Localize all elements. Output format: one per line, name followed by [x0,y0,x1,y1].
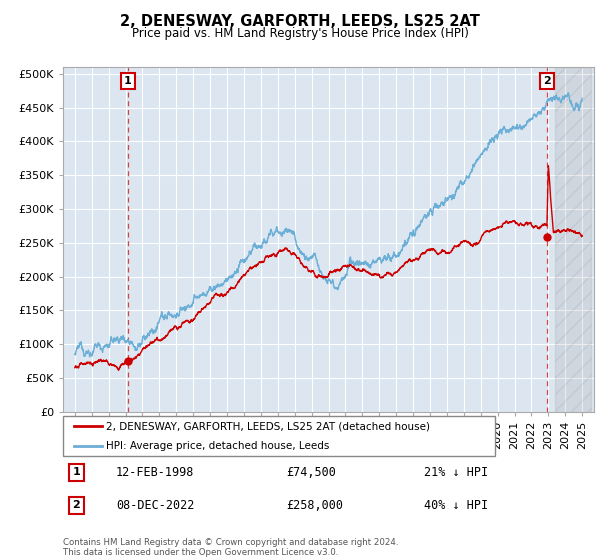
Text: 21% ↓ HPI: 21% ↓ HPI [424,465,488,479]
Text: HPI: Average price, detached house, Leeds: HPI: Average price, detached house, Leed… [106,441,329,451]
Text: 2, DENESWAY, GARFORTH, LEEDS, LS25 2AT (detached house): 2, DENESWAY, GARFORTH, LEEDS, LS25 2AT (… [106,421,430,431]
Text: Price paid vs. HM Land Registry's House Price Index (HPI): Price paid vs. HM Land Registry's House … [131,27,469,40]
Bar [555,67,590,412]
FancyBboxPatch shape [63,416,495,456]
Text: 2, DENESWAY, GARFORTH, LEEDS, LS25 2AT: 2, DENESWAY, GARFORTH, LEEDS, LS25 2AT [120,14,480,29]
Text: £258,000: £258,000 [286,498,343,512]
Text: Contains HM Land Registry data © Crown copyright and database right 2024.
This d: Contains HM Land Registry data © Crown c… [63,538,398,557]
Text: 08-DEC-2022: 08-DEC-2022 [116,498,194,512]
Text: 1: 1 [73,467,80,477]
Text: 40% ↓ HPI: 40% ↓ HPI [424,498,488,512]
Text: 2: 2 [73,500,80,510]
Text: £74,500: £74,500 [286,465,336,479]
Text: 12-FEB-1998: 12-FEB-1998 [116,465,194,479]
Text: 1: 1 [124,76,131,86]
Text: 2: 2 [543,76,551,86]
